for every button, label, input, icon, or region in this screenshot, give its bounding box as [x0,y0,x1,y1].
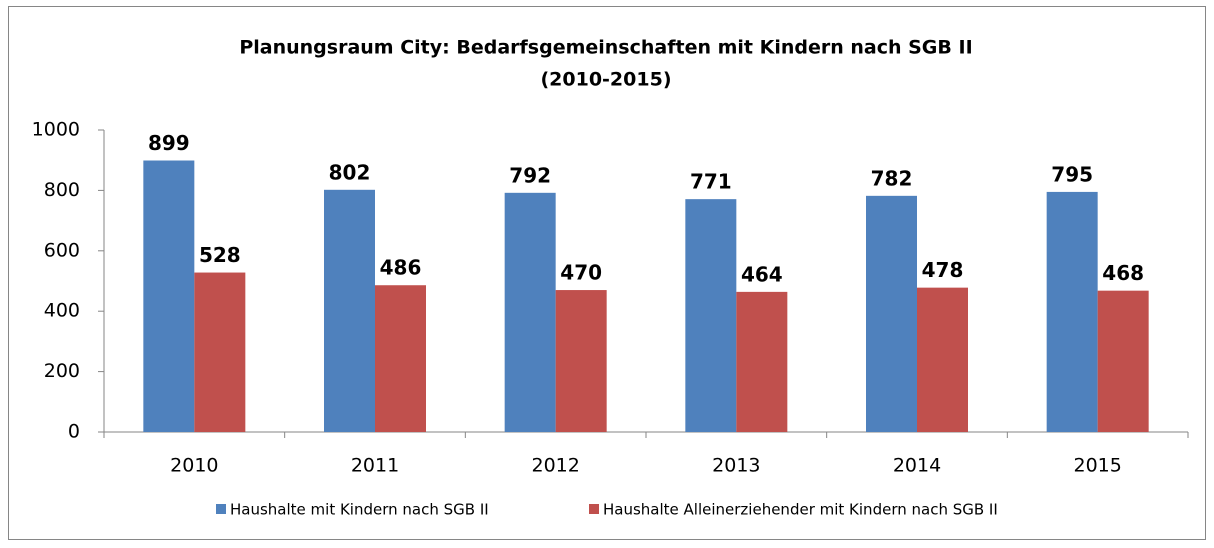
bar [917,287,968,432]
x-tick-label: 2014 [893,455,941,477]
x-tick-label: 2010 [170,455,218,477]
x-tick-label: 2012 [531,455,579,477]
chart-title: (2010-2015) [540,69,671,91]
data-label: 771 [690,170,732,194]
y-tick-label: 0 [68,421,80,443]
legend-label: Haushalte mit Kindern nach SGB II [230,501,489,519]
bar [736,291,788,432]
bar [143,160,195,432]
legend-label: Haushalte Alleinerziehender mit Kindern … [603,501,998,519]
data-label: 792 [509,163,551,187]
bar [685,199,737,432]
bar [324,189,375,432]
x-tick-label: 2011 [351,455,399,477]
data-label: 899 [148,131,190,155]
data-label: 795 [1051,162,1093,186]
chart-title: Planungsraum City: Bedarfsgemeinschaften… [239,37,972,59]
y-tick-label: 200 [44,360,80,382]
bar [375,285,426,432]
data-label: 470 [560,261,602,285]
bar [555,290,607,432]
data-label: 782 [871,166,913,190]
data-label: 802 [329,160,371,184]
data-label: 464 [741,262,783,286]
x-tick-label: 2015 [1073,455,1121,477]
y-tick-label: 400 [44,300,80,322]
data-label: 486 [380,256,422,280]
y-tick-label: 800 [44,179,80,201]
bar [194,272,246,432]
legend-swatch [589,504,599,514]
data-label: 468 [1102,261,1144,285]
data-label: 478 [922,258,964,282]
bar [1046,191,1098,432]
x-tick-label: 2013 [712,455,760,477]
bar [1097,290,1149,432]
y-tick-label: 600 [44,239,80,261]
data-label: 528 [199,243,241,267]
y-tick-label: 1000 [32,119,80,141]
bar [504,192,556,432]
bar [866,195,917,432]
legend-swatch [216,504,226,514]
